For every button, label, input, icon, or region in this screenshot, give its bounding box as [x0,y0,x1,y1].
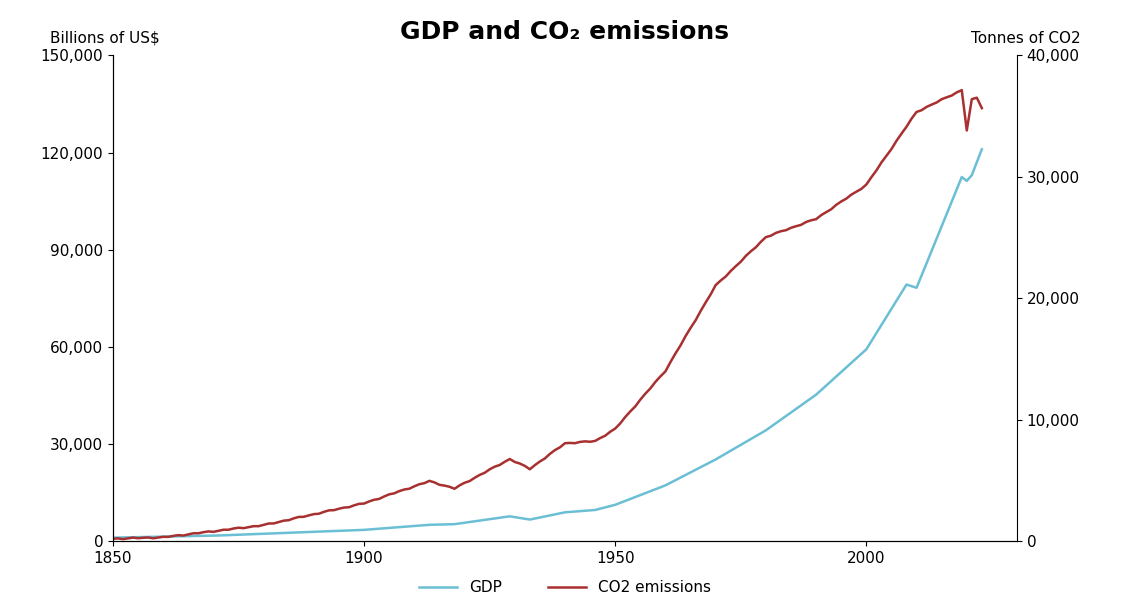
GDP [679,471,693,478]
CO2 emissions [955,87,968,94]
GDP [573,507,586,515]
CO2 emissions [975,105,989,112]
CO2 emissions [754,238,767,245]
Title: GDP and CO₂ emissions: GDP and CO₂ emissions [400,20,730,44]
Line: CO2 emissions: CO2 emissions [113,90,982,539]
CO2 emissions [116,536,130,543]
GDP [975,146,989,153]
CO2 emissions [201,528,215,535]
CO2 emissions [106,535,120,542]
CO2 emissions [684,324,697,331]
CO2 emissions [579,438,592,445]
Text: Billions of US$: Billions of US$ [50,31,159,46]
GDP [749,432,763,440]
CO2 emissions [121,534,134,542]
GDP [116,534,130,541]
Legend: GDP, CO2 emissions: GDP, CO2 emissions [412,574,718,601]
Text: Tonnes of CO2: Tonnes of CO2 [971,31,1080,46]
GDP [141,533,155,541]
GDP [197,532,210,539]
GDP [106,534,120,541]
CO2 emissions [147,534,160,542]
Line: GDP: GDP [113,149,982,538]
